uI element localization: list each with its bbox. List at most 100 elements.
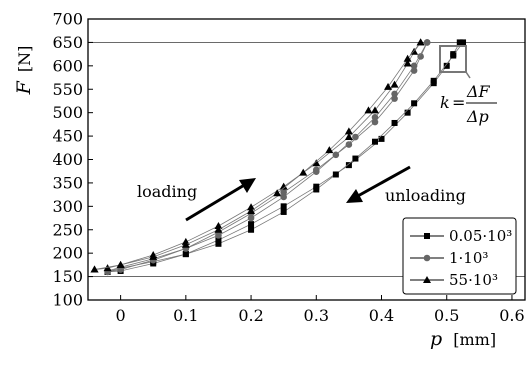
legend-marker-triangle	[423, 276, 431, 283]
data-point-square	[215, 237, 222, 244]
loading-arrow-head	[239, 178, 256, 193]
slope-box	[439, 45, 467, 73]
y-tick-label: 250	[52, 220, 83, 239]
data-point-triangle	[403, 59, 412, 67]
x-tick-label: 0.5	[434, 306, 459, 325]
slope-denominator: Δp	[466, 107, 489, 126]
data-point-triangle	[247, 207, 256, 215]
y-axis-label: F [N]	[13, 46, 35, 96]
series-circle	[104, 39, 431, 276]
data-point-circle	[312, 168, 320, 175]
data-point-square	[182, 251, 189, 258]
data-point-triangle	[403, 54, 412, 62]
slope-lhs: k	[440, 93, 450, 112]
series-line-circle-unloading	[107, 42, 428, 272]
y-tick-label: 600	[52, 56, 83, 75]
series-line-circle-loading	[107, 42, 428, 273]
data-point-triangle	[279, 182, 288, 190]
data-point-square	[215, 240, 222, 247]
data-point-triangle	[273, 189, 282, 197]
x-tick-label: 0.1	[173, 306, 198, 325]
y-tick-label: 350	[52, 173, 83, 192]
data-point-circle	[345, 141, 353, 148]
data-point-square	[280, 203, 287, 210]
data-point-square	[280, 208, 287, 215]
data-point-triangle	[299, 168, 308, 176]
y-tick-label: 700	[52, 10, 83, 29]
y-tick-label: 100	[52, 291, 83, 310]
legend-marker-circle	[423, 254, 431, 262]
data-point-circle	[423, 39, 431, 46]
series-line-triangle-loading	[94, 42, 421, 270]
data-point-square	[456, 39, 463, 46]
unloading-arrow-shaft	[355, 165, 411, 199]
data-point-square	[248, 221, 255, 228]
y-axis-ticks: 100 150 200 250 300 350 400 450 500 550 600 650 700	[52, 10, 93, 310]
data-point-circle	[280, 188, 287, 196]
data-point-circle	[391, 90, 398, 98]
unloading-label: unloading	[385, 186, 466, 205]
data-point-circle	[391, 95, 398, 102]
data-point-triangle	[416, 38, 425, 46]
series-layer	[90, 38, 467, 276]
y-tick-label: 500	[52, 103, 83, 122]
data-point-circle	[371, 118, 379, 126]
data-point-circle	[247, 214, 255, 222]
data-point-square	[371, 138, 378, 145]
data-point-circle	[280, 193, 287, 201]
y-tick-label: 150	[52, 267, 83, 286]
y-tick-label: 550	[52, 80, 83, 99]
unloading-arrow-head	[346, 189, 363, 203]
y-tick-label: 650	[52, 33, 83, 52]
x-tick-label: 0	[116, 306, 126, 325]
y-tick-label: 450	[52, 127, 83, 146]
data-point-circle	[417, 53, 424, 60]
series-line-triangle-unloading	[94, 42, 421, 270]
y-tick-label: 300	[52, 197, 83, 216]
data-point-triangle	[181, 240, 190, 248]
x-tick-label: 0.4	[369, 306, 394, 325]
data-point-square	[391, 119, 398, 126]
data-point-square	[411, 100, 418, 107]
data-point-triangle	[116, 260, 125, 268]
data-point-triangle	[390, 80, 399, 88]
data-point-square	[332, 171, 339, 178]
data-point-square	[248, 226, 255, 233]
data-point-circle	[352, 133, 359, 141]
data-point-circle	[215, 232, 222, 239]
legend-marker-square	[424, 233, 430, 239]
data-point-triangle	[103, 264, 112, 272]
x-axis-ticks: 0 0.1 0.2 0.3 0.4 0.5 0.6	[116, 295, 525, 325]
data-point-circle	[410, 62, 418, 70]
x-axis-label: p [mm]	[430, 328, 496, 350]
loading-label: loading	[137, 182, 197, 201]
data-point-square	[345, 162, 352, 169]
x-tick-label: 0.6	[499, 306, 524, 325]
series-line-square-unloading	[107, 42, 464, 273]
data-point-triangle	[325, 146, 334, 154]
legend-label: 1·10³	[449, 249, 488, 267]
legend-label: 55·10³	[449, 271, 498, 289]
data-point-triangle	[344, 127, 353, 135]
data-point-triangle	[344, 133, 353, 141]
data-point-square	[460, 39, 467, 46]
data-point-triangle	[247, 203, 256, 211]
data-point-triangle	[214, 225, 223, 233]
data-point-square	[378, 135, 385, 142]
legend-label: 0.05·10³	[449, 227, 512, 245]
data-point-square	[430, 77, 437, 84]
data-point-triangle	[90, 265, 99, 273]
data-point-triangle	[364, 106, 373, 114]
data-point-square	[313, 186, 320, 193]
data-point-triangle	[384, 82, 393, 90]
data-point-square	[443, 62, 450, 69]
data-point-triangle	[312, 159, 321, 167]
data-point-triangle	[149, 252, 158, 260]
data-point-square	[404, 109, 411, 116]
x-tick-label: 0.2	[238, 306, 263, 325]
legend: 0.05·10³ 1·10³ 55·10³	[402, 217, 517, 295]
loading-arrow-shaft	[185, 182, 247, 222]
data-point-circle	[371, 114, 379, 121]
data-point-circle	[332, 151, 340, 159]
